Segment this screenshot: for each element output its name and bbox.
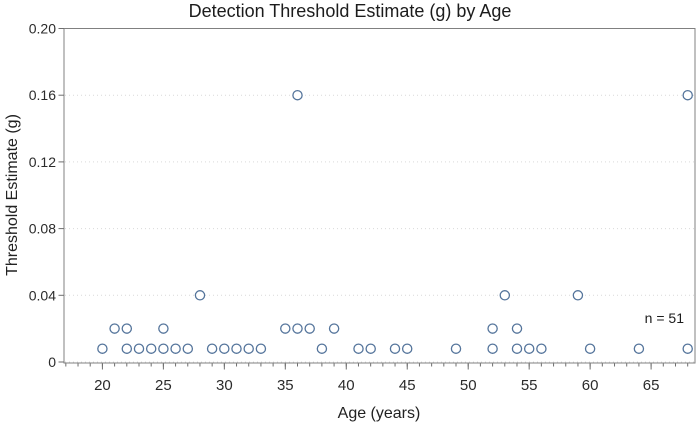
data-point: [536, 343, 547, 354]
x-axis-label: Age (years): [338, 405, 421, 422]
data-point: [572, 290, 584, 301]
data-point: [133, 343, 145, 354]
data-point: [255, 343, 267, 354]
data-point: [243, 343, 254, 354]
data-point: [182, 343, 194, 354]
data-point: [158, 343, 169, 354]
data-point: [145, 343, 157, 354]
data-point: [584, 343, 596, 354]
data-point: [633, 343, 645, 354]
x-tick-label: 55: [521, 377, 538, 394]
x-tick-label: 20: [94, 377, 111, 394]
sample-size-annotation: n = 51: [645, 310, 685, 326]
data-point: [170, 343, 181, 354]
data-point: [292, 323, 303, 334]
data-point: [121, 323, 133, 334]
data-point: [219, 343, 230, 354]
data-point: [682, 89, 693, 101]
data-point: [511, 323, 523, 334]
x-tick-label: 65: [643, 377, 660, 394]
data-point: [206, 343, 218, 354]
data-point: [487, 343, 498, 354]
data-point: [158, 323, 169, 334]
y-tick-label: 0.04: [29, 287, 56, 303]
data-point: [304, 323, 315, 334]
x-tick-label: 60: [582, 377, 599, 394]
marker-layer: [97, 89, 693, 354]
data-point: [401, 343, 413, 354]
data-point: [194, 290, 206, 301]
y-tick-label: 0.08: [29, 221, 56, 237]
x-tick-label: 25: [155, 377, 172, 394]
data-point: [682, 343, 693, 354]
data-point: [353, 343, 364, 354]
x-tick-label: 35: [277, 377, 294, 394]
data-point: [389, 343, 401, 354]
gridline-layer: [65, 94, 694, 363]
chart-title: Detection Threshold Estimate (g) by Age: [189, 1, 512, 21]
data-point: [487, 323, 498, 334]
data-point: [316, 343, 328, 354]
plot-frame: [63, 28, 696, 364]
y-tick-label: 0.20: [29, 21, 56, 37]
data-point: [328, 323, 340, 334]
y-tick-label: 0.12: [29, 154, 56, 170]
tick-layer: 0 0.04 0.08 0.12 0.16 0.20 20 25 30 35 40 45 50 55 60 6…: [29, 21, 689, 394]
y-tick-label: 0: [48, 354, 56, 370]
data-point: [292, 89, 303, 101]
x-tick-label: 50: [460, 377, 477, 394]
data-point: [97, 343, 108, 354]
data-point: [109, 323, 120, 334]
data-point: [231, 343, 242, 354]
data-point: [121, 343, 133, 354]
y-tick-label: 0.16: [29, 87, 56, 103]
data-point: [499, 290, 511, 301]
data-point: [450, 343, 462, 354]
x-tick-label: 45: [399, 377, 416, 394]
x-tick-label: 40: [338, 377, 355, 394]
data-point: [365, 343, 376, 354]
data-point: [523, 343, 535, 354]
x-tick-label: 30: [216, 377, 233, 394]
data-point: [511, 343, 523, 354]
y-axis-label: Threshold Estimate (g): [4, 114, 21, 276]
data-point: [280, 323, 291, 334]
